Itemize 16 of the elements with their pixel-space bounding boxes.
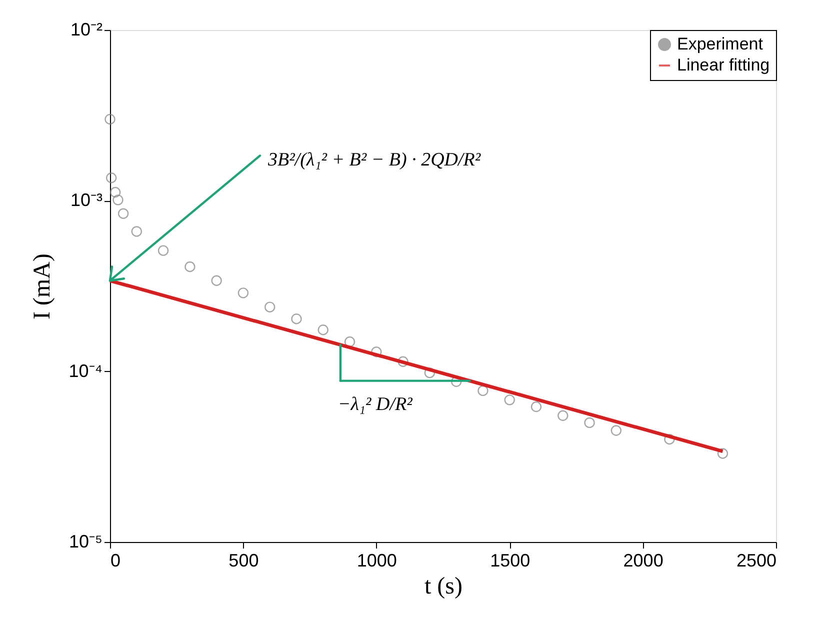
annotation: 3B²/(λ₁² + B² − B) · 2QD/R² <box>267 150 481 171</box>
y-axis-title: I (mA) <box>30 254 56 320</box>
x-axis-title: t (s) <box>424 574 462 600</box>
y-tick-label: 10⁻⁴ <box>68 360 102 381</box>
y-tick-label: 10⁻³ <box>70 190 103 210</box>
x-tick-label: 1000 <box>356 550 397 570</box>
y-tick-label: 10⁻⁵ <box>69 532 102 552</box>
x-tick-label: 1500 <box>490 550 530 570</box>
y-tick-label: 10⁻² <box>70 20 103 40</box>
x-tick-label: 2000 <box>623 550 664 570</box>
legend-label: Experiment <box>677 34 764 54</box>
x-tick-label: 500 <box>228 550 259 570</box>
x-tick-label: 2500 <box>736 550 776 570</box>
legend-label: Linear fitting <box>677 56 770 74</box>
x-tick-label: 0 <box>110 550 121 570</box>
annotation: −λ₁² D/R² <box>338 394 413 415</box>
